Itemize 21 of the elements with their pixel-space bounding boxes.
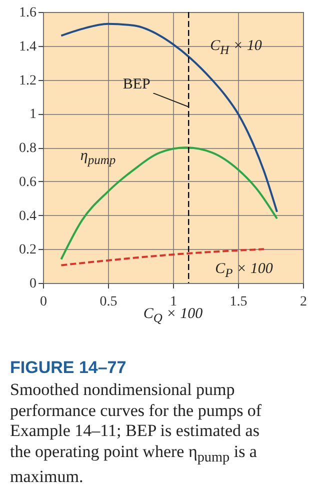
x-tick-label: 2 [300, 294, 307, 310]
annotation: BEP [122, 76, 150, 94]
x-tick-label: 0.5 [100, 294, 118, 310]
line-series [60, 146, 278, 260]
y-tick-label: 0.8 [19, 141, 36, 156]
text: Smoothed nondimensional pump performance curves for the pumps of Example 14–11; BEP is estimated as the operating point where η$_{pump}$ is a maximum. [10, 380, 262, 486]
y-tick-label: 1.2 [19, 73, 36, 88]
text: FIGURE 14–77 [10, 358, 126, 378]
y-tick-label: 0 [30, 276, 36, 292]
y-tick-label: 0.2 [19, 242, 36, 258]
series-label: C$_{P}$ × 100 [215, 261, 273, 282]
y-tick-label: 1 [30, 107, 36, 122]
y-tick-label: 0.4 [19, 208, 36, 224]
y-tick-label: 1.4 [19, 39, 36, 54]
y-tick-label: 1.6 [19, 6, 36, 20]
x-tick-label: 1.5 [230, 294, 248, 310]
series-label: η$_{pump}$ [80, 148, 116, 168]
x-tick-label: 0 [40, 294, 47, 310]
series-label: C$_{H}$ × 10 [210, 38, 262, 58]
line-series [60, 22, 278, 213]
y-tick-label: 0.6 [19, 174, 36, 190]
